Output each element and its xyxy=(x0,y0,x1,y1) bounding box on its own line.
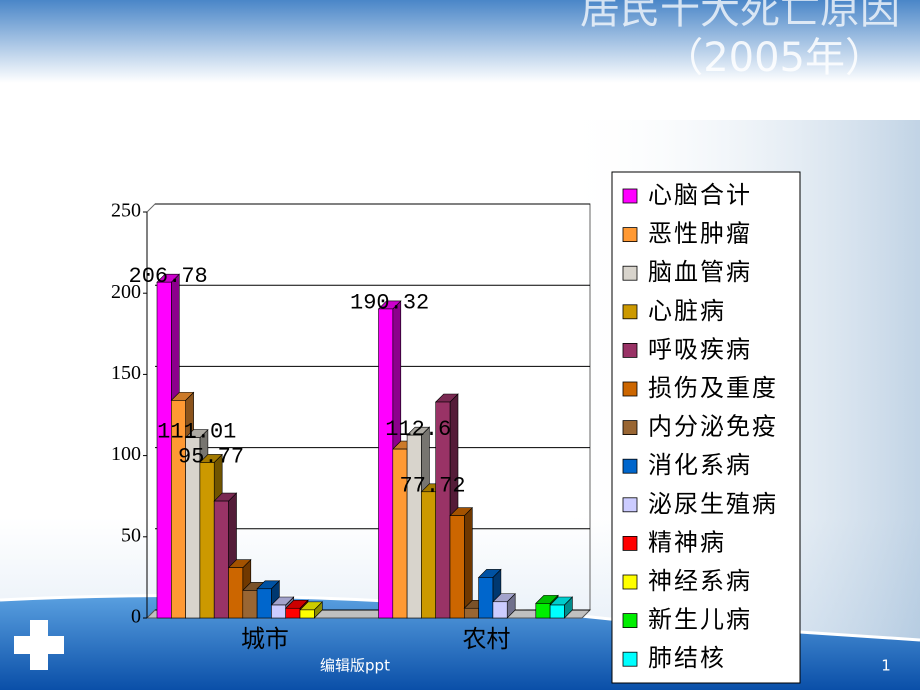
legend-label: 呼吸疾病 xyxy=(648,335,752,363)
bar xyxy=(213,500,229,619)
footer-text: 编辑版ppt xyxy=(320,657,390,675)
bar xyxy=(478,577,494,619)
legend-label: 肺结核 xyxy=(648,644,726,672)
x-tick-label: 城市 xyxy=(241,625,289,653)
legend-swatch xyxy=(622,574,638,590)
legend-swatch xyxy=(622,227,638,243)
bar xyxy=(299,609,315,619)
y-tick-label: 50 xyxy=(121,524,141,546)
legend-swatch xyxy=(622,536,638,551)
legend-swatch xyxy=(622,342,638,358)
legend-swatch xyxy=(622,304,638,320)
legend-label: 心脏病 xyxy=(648,297,726,325)
data-label: 112.6 xyxy=(385,417,451,442)
bar xyxy=(285,607,301,619)
bar xyxy=(378,308,394,619)
bar xyxy=(435,401,451,619)
cross-icon xyxy=(14,620,64,670)
bar xyxy=(199,462,215,619)
slide-title: 居民十大死亡原因 xyxy=(580,0,900,33)
legend-box xyxy=(611,171,801,684)
legend-label: 内分泌免疫 xyxy=(648,413,778,441)
legend-label: 恶性肿瘤 xyxy=(648,220,752,248)
legend-swatch xyxy=(622,381,638,397)
bar xyxy=(549,604,565,619)
bar xyxy=(271,604,286,619)
y-tick-label: 150 xyxy=(111,362,141,384)
bar xyxy=(406,434,422,619)
legend-label: 神经系病 xyxy=(648,567,752,595)
legend-swatch xyxy=(622,651,638,667)
legend-swatch xyxy=(622,265,638,281)
legend-swatch xyxy=(622,188,638,204)
bar xyxy=(492,601,508,619)
data-label: 206.78 xyxy=(129,264,208,289)
data-label: 190.32 xyxy=(350,291,429,316)
legend-swatch xyxy=(622,420,638,436)
legend-label: 消化系病 xyxy=(648,451,752,479)
x-tick-label: 农村 xyxy=(462,625,510,653)
legend-label: 损伤及重度 xyxy=(648,374,778,402)
bar xyxy=(156,281,172,619)
legend-label: 精神病 xyxy=(648,528,726,556)
y-tick-label: 250 xyxy=(111,200,141,222)
legend-swatch xyxy=(622,497,638,513)
bar xyxy=(535,603,551,619)
legend-swatch xyxy=(622,458,638,474)
legend-label: 泌尿生殖病 xyxy=(648,490,778,518)
legend-swatch xyxy=(622,613,638,628)
bar xyxy=(421,491,436,619)
data-label: 95.77 xyxy=(178,444,244,469)
y-tick-label: 0 xyxy=(131,606,141,628)
bar xyxy=(228,567,244,619)
bar xyxy=(463,607,479,619)
page-number: 1 xyxy=(881,657,891,675)
legend-label: 新生儿病 xyxy=(648,606,752,634)
legend-label: 心脑合计 xyxy=(648,181,752,209)
data-label: 111.01 xyxy=(157,420,236,445)
bar xyxy=(256,588,272,619)
slide-subtitle: （2005年） xyxy=(663,35,885,81)
bar xyxy=(449,515,465,619)
data-label: 77.72 xyxy=(400,474,466,499)
y-tick-label: 100 xyxy=(111,443,141,465)
legend-label: 脑血管病 xyxy=(648,258,752,286)
y-tick-label: 200 xyxy=(111,281,141,303)
bar xyxy=(242,590,258,619)
